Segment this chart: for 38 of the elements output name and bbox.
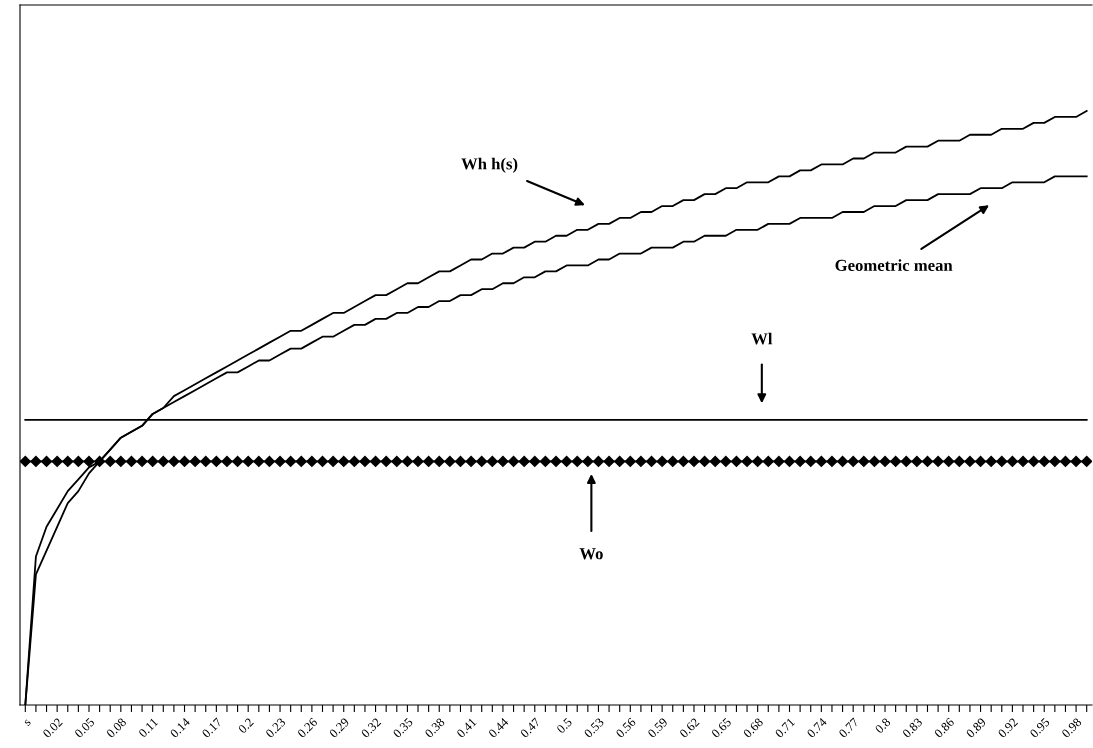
annotation: Wo bbox=[579, 548, 603, 560]
x-tick-label: 0.56 bbox=[615, 717, 637, 739]
x-tick-label: 0.59 bbox=[647, 717, 669, 739]
x-tick-label: 0.26 bbox=[297, 717, 318, 739]
x-tick-label: 0.8 bbox=[874, 717, 891, 734]
x-tick-label: 0.95 bbox=[1029, 717, 1051, 739]
x-tick-label: 0.11 bbox=[138, 717, 159, 738]
annotation: Wl bbox=[751, 332, 773, 345]
x-tick-label: 0.74 bbox=[806, 717, 828, 739]
x-tick-label: 0.44 bbox=[488, 717, 510, 739]
x-tick-label: 0.38 bbox=[424, 717, 446, 739]
x-tick-label: 0.98 bbox=[1061, 717, 1082, 739]
x-tick-label: 0.77 bbox=[838, 717, 860, 739]
x-tick-label: 0.83 bbox=[902, 717, 923, 739]
x-tick-label: 0.62 bbox=[679, 717, 700, 739]
x-tick-label: 0.23 bbox=[265, 717, 286, 739]
x-tick-label: 0.29 bbox=[328, 717, 350, 739]
x-tick-label: 0.41 bbox=[456, 717, 477, 739]
x-tick-label: 0.17 bbox=[201, 717, 223, 739]
x-tick-label: s bbox=[24, 719, 32, 727]
x-tick-label: 0.53 bbox=[583, 717, 605, 739]
x-tick-label: 0.47 bbox=[519, 717, 541, 739]
x-tick-label: 0.92 bbox=[997, 717, 1019, 739]
x-tick-label: 0.5 bbox=[556, 717, 573, 734]
annotation: Geometric mean bbox=[835, 259, 953, 271]
x-tick-label: 0.71 bbox=[774, 717, 796, 739]
x-tick-label: 0.32 bbox=[360, 717, 382, 739]
x-tick-label: 0.05 bbox=[74, 717, 95, 739]
x-tick-label: 0.68 bbox=[742, 717, 764, 739]
x-tick-label: 0.86 bbox=[933, 717, 955, 739]
x-tick-label: 0.89 bbox=[965, 717, 987, 739]
x-tick-label: 0.14 bbox=[169, 717, 191, 739]
x-tick-label: 0.08 bbox=[105, 717, 127, 739]
x-tick-label: 0.65 bbox=[710, 717, 732, 739]
x-tick-label: 0.2 bbox=[237, 717, 254, 734]
annotation: Wh h(s) bbox=[461, 157, 518, 173]
x-tick-label: 0.35 bbox=[392, 717, 414, 739]
x-tick-label: 0.02 bbox=[42, 717, 63, 739]
